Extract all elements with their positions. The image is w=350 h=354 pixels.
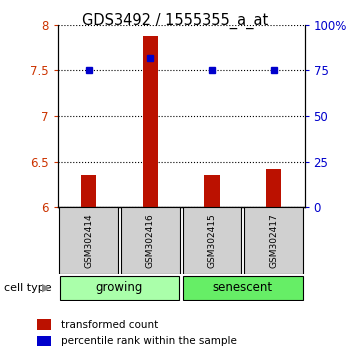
Bar [59, 207, 118, 274]
Bar [244, 207, 303, 274]
Text: growing: growing [96, 281, 143, 294]
Bar [183, 276, 303, 299]
Text: GSM302415: GSM302415 [208, 213, 216, 268]
Text: transformed count: transformed count [61, 320, 158, 330]
Text: GSM302414: GSM302414 [84, 213, 93, 268]
Bar [60, 276, 179, 299]
Text: GSM302416: GSM302416 [146, 213, 155, 268]
Bar [204, 175, 220, 207]
Bar [142, 36, 158, 207]
Text: senescent: senescent [213, 281, 273, 294]
Bar [81, 175, 96, 207]
Bar [37, 319, 51, 330]
Bar [183, 207, 241, 274]
Bar [266, 169, 281, 207]
Text: GSM302417: GSM302417 [269, 213, 278, 268]
Bar [121, 207, 180, 274]
Text: GDS3492 / 1555355_a_at: GDS3492 / 1555355_a_at [82, 12, 268, 29]
Text: ▶: ▶ [42, 282, 51, 293]
Text: percentile rank within the sample: percentile rank within the sample [61, 336, 237, 346]
Bar [37, 336, 51, 346]
Text: cell type: cell type [4, 282, 51, 293]
